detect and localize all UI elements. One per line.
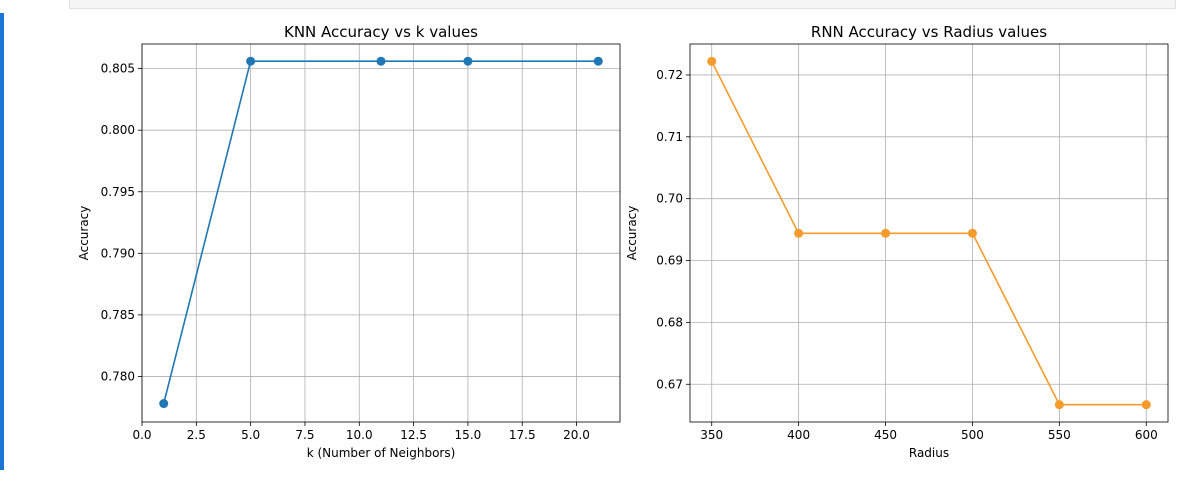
knn-chart: KNN Accuracy vs k values k (Number of Ne… — [77, 23, 621, 460]
chart-title: RNN Accuracy vs Radius values — [811, 23, 1047, 41]
x-tick-label: 2.5 — [187, 428, 206, 442]
series-line — [710, 60, 1147, 406]
x-tick-label: 0.0 — [132, 428, 151, 442]
x-tick-label: 600 — [1135, 428, 1158, 442]
y-tick-label: 0.67 — [656, 377, 683, 391]
y-tick-label: 0.72 — [656, 68, 683, 82]
y-tick-label: 0.805 — [101, 62, 135, 76]
x-tick-label: 7.5 — [295, 428, 314, 442]
y-tick-label: 0.69 — [656, 254, 683, 268]
x-tick-label: 12.5 — [400, 428, 427, 442]
plot-frame — [141, 43, 621, 423]
y-tick-label: 0.785 — [101, 308, 135, 322]
grid — [690, 44, 1168, 422]
data-point — [1141, 400, 1151, 410]
y-tick-label: 0.68 — [656, 315, 683, 329]
rnn-chart: RNN Accuracy vs Radius values Radius Acc… — [625, 23, 1169, 460]
x-tick-label: 10.0 — [346, 428, 373, 442]
data-point — [593, 56, 603, 66]
x-tick-label: 5.0 — [241, 428, 260, 442]
y-tick-label: 0.795 — [101, 185, 135, 199]
data-point — [794, 228, 804, 238]
x-tick-label: 550 — [1048, 428, 1071, 442]
data-point — [376, 56, 386, 66]
y-axis-label: Accuracy — [77, 206, 91, 261]
x-tick-label: 350 — [700, 428, 723, 442]
x-tick-label: 500 — [961, 428, 984, 442]
series-line — [162, 60, 599, 404]
x-tick-label: 15.0 — [455, 428, 482, 442]
x-tick-label: 20.0 — [563, 428, 590, 442]
x-tick-label: 400 — [787, 428, 810, 442]
plot-frame — [689, 43, 1169, 423]
x-axis-label: Radius — [909, 446, 949, 460]
y-tick-label: 0.70 — [656, 192, 683, 206]
data-point — [707, 56, 717, 66]
x-tick-label: 17.5 — [509, 428, 536, 442]
y-tick-label: 0.71 — [656, 130, 683, 144]
cell-focus-bar — [0, 13, 4, 470]
data-point — [463, 56, 473, 66]
grid — [141, 44, 620, 422]
data-point — [967, 228, 977, 238]
x-tick-label: 450 — [874, 428, 897, 442]
y-tick-label: 0.800 — [101, 123, 135, 137]
data-point — [1054, 400, 1064, 410]
data-point — [881, 228, 891, 238]
y-tick-label: 0.790 — [101, 246, 135, 260]
y-tick-label: 0.780 — [101, 369, 135, 383]
data-point — [159, 399, 169, 409]
y-axis-label: Accuracy — [625, 206, 639, 261]
chart-title: KNN Accuracy vs k values — [284, 23, 478, 41]
previous-output-area — [69, 0, 1176, 9]
data-point — [246, 56, 256, 66]
x-axis-label: k (Number of Neighbors) — [307, 446, 456, 460]
